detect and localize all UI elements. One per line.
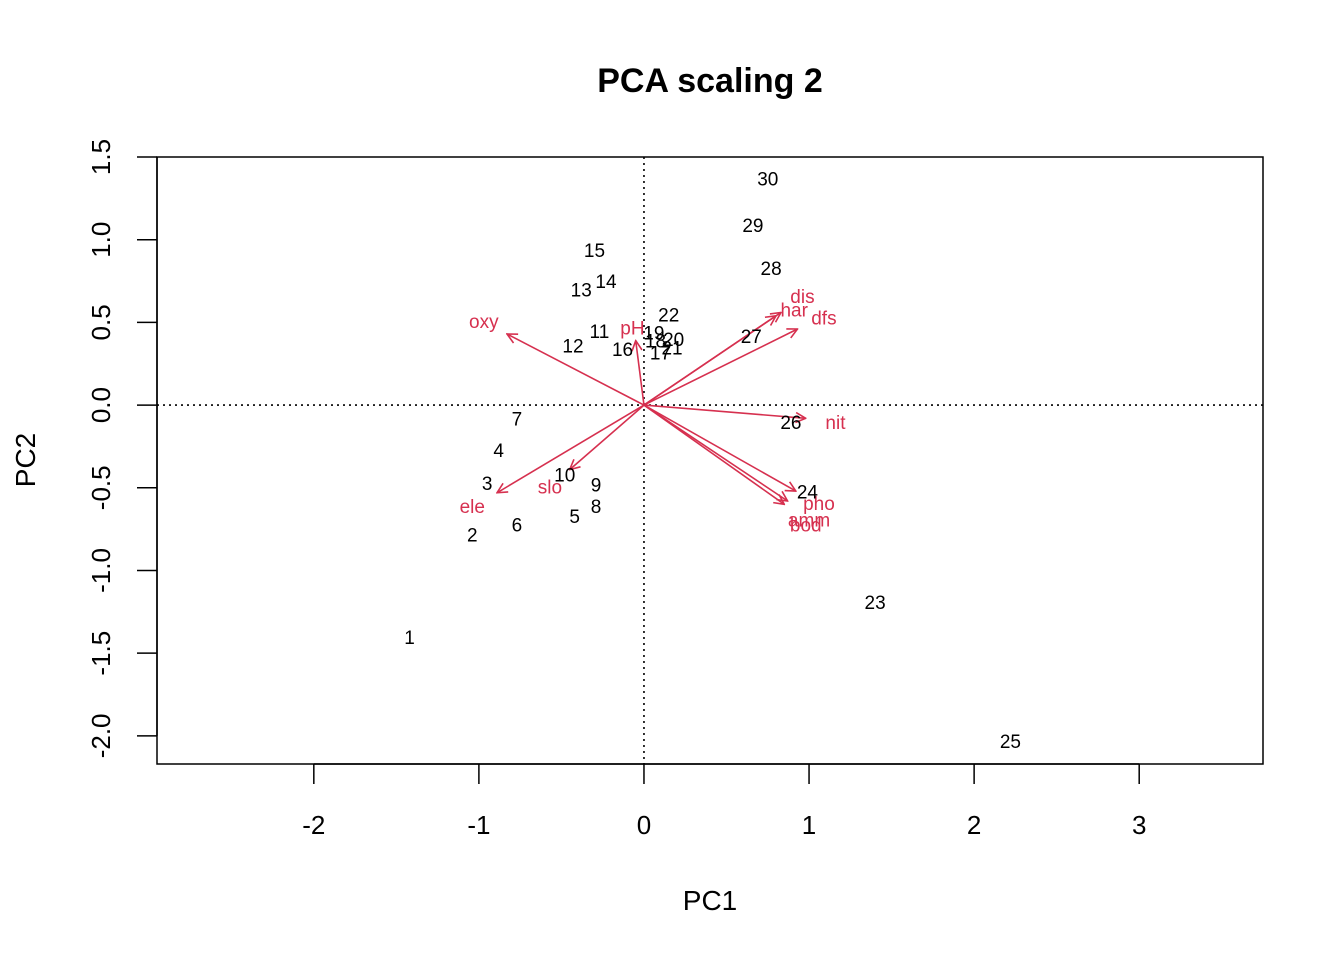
y-tick-label: 0.5 bbox=[86, 304, 116, 340]
x-tick-label: -1 bbox=[467, 810, 490, 840]
y-tick-label: -1.0 bbox=[86, 548, 116, 593]
y-tick-label: 1.5 bbox=[86, 139, 116, 175]
variable-label-amm: amm bbox=[788, 510, 830, 531]
site-label-8: 8 bbox=[591, 497, 602, 518]
x-tick-label: 0 bbox=[637, 810, 651, 840]
arrow-ele bbox=[497, 404, 645, 493]
site-label-6: 6 bbox=[512, 515, 523, 536]
site-label-14: 14 bbox=[595, 272, 617, 293]
arrow-pho bbox=[643, 404, 796, 491]
y-tick-label: 0.0 bbox=[86, 387, 116, 423]
x-tick-label: 3 bbox=[1132, 810, 1146, 840]
variable-label-nit: nit bbox=[825, 413, 846, 434]
site-label-24: 24 bbox=[797, 482, 819, 503]
site-label-23: 23 bbox=[865, 593, 886, 614]
arrow-nit bbox=[643, 404, 806, 418]
site-label-9: 9 bbox=[591, 476, 602, 497]
site-label-13: 13 bbox=[571, 280, 592, 301]
site-label-22: 22 bbox=[658, 305, 679, 326]
site-label-20: 20 bbox=[663, 330, 684, 351]
site-label-7: 7 bbox=[512, 409, 523, 430]
site-label-1: 1 bbox=[404, 628, 415, 649]
y-tick-label: 1.0 bbox=[86, 222, 116, 258]
site-label-27: 27 bbox=[741, 327, 762, 348]
x-tick-label: 1 bbox=[802, 810, 816, 840]
site-label-17: 17 bbox=[650, 343, 671, 364]
variable-label-bod: bod bbox=[790, 515, 822, 536]
plot-frame bbox=[156, 156, 1264, 765]
variable-label-pho: pho bbox=[803, 494, 835, 515]
site-label-18: 18 bbox=[645, 332, 666, 353]
y-tick-label: -2.0 bbox=[86, 713, 116, 758]
site-label-30: 30 bbox=[757, 170, 778, 191]
site-label-2: 2 bbox=[467, 525, 478, 546]
site-label-11: 11 bbox=[590, 322, 610, 343]
variable-label-dfs: dfs bbox=[811, 309, 836, 330]
site-label-3: 3 bbox=[482, 474, 493, 495]
variable-label-pH: pH bbox=[620, 319, 644, 340]
site-label-19: 19 bbox=[643, 323, 664, 344]
x-tick-label: -2 bbox=[302, 810, 325, 840]
site-label-12: 12 bbox=[562, 337, 583, 358]
arrow-dfs bbox=[643, 329, 798, 406]
variable-label-slo: slo bbox=[538, 477, 562, 498]
site-label-26: 26 bbox=[780, 413, 801, 434]
chart-title: PCA scaling 2 bbox=[597, 62, 822, 100]
y-axis-label: PC2 bbox=[10, 433, 41, 487]
site-label-16: 16 bbox=[612, 340, 633, 361]
y-tick-label: -1.5 bbox=[86, 631, 116, 676]
y-axis: -2.0 -1.5 -1.0 -0.5 0.0 0.5 1.0 1.5 bbox=[86, 139, 158, 758]
site-label-25: 25 bbox=[1000, 732, 1021, 753]
site-label-4: 4 bbox=[493, 441, 504, 462]
site-label-15: 15 bbox=[584, 241, 605, 262]
arrow-har bbox=[643, 316, 776, 406]
y-tick-label: -0.5 bbox=[86, 465, 116, 510]
x-axis-label: PC1 bbox=[683, 885, 737, 916]
reference-lines bbox=[157, 157, 1263, 764]
site-label-21: 21 bbox=[661, 338, 682, 359]
x-tick-label: 2 bbox=[967, 810, 981, 840]
variable-label-har: har bbox=[780, 300, 808, 321]
arrow-bod bbox=[643, 404, 784, 504]
site-label-29: 29 bbox=[742, 216, 763, 237]
arrow-slo bbox=[570, 404, 645, 470]
site-label-28: 28 bbox=[761, 259, 782, 280]
variable-label-dis: dis bbox=[790, 287, 814, 308]
variable-label-oxy: oxy bbox=[469, 312, 499, 333]
x-axis: -2 -1 0 1 2 3 bbox=[302, 763, 1146, 840]
site-label-10: 10 bbox=[554, 466, 575, 487]
arrow-pH bbox=[636, 341, 645, 406]
variable-label-ele: ele bbox=[460, 497, 485, 518]
arrow-oxy bbox=[507, 334, 645, 406]
site-label-5: 5 bbox=[569, 507, 580, 528]
variable-arrows: dfs ele slo dis pH har pho nit amm oxy bod bbox=[460, 287, 847, 536]
